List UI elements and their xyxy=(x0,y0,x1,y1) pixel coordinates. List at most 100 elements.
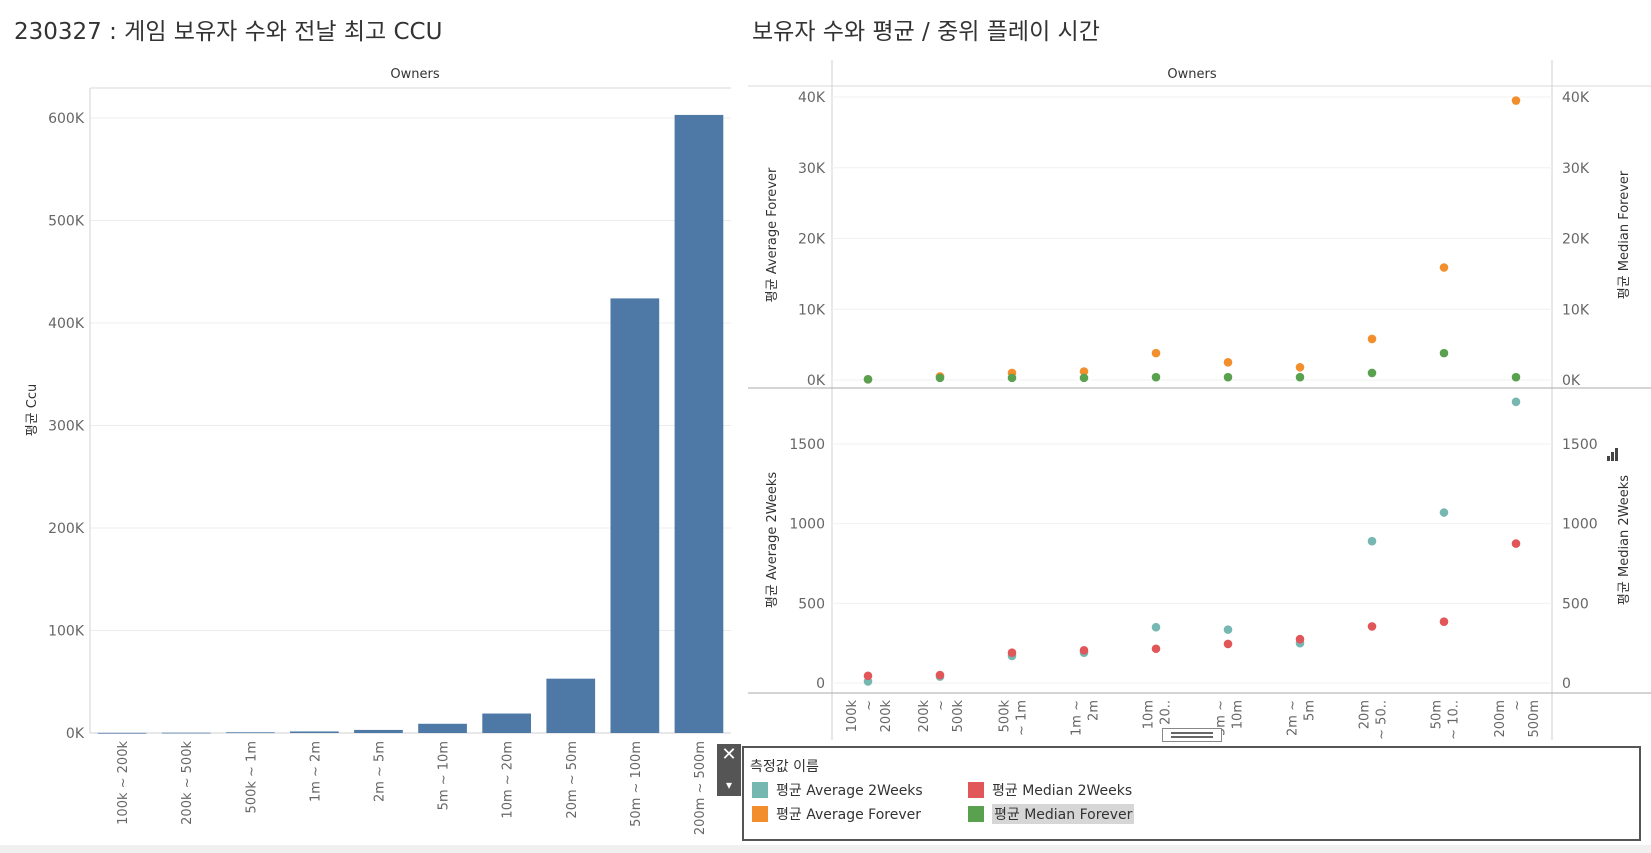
status-bar xyxy=(0,845,1651,853)
legend-panel: 측정값 이름 평균 Average 2Weeks 평균 Median 2Week… xyxy=(742,746,1641,841)
data-point xyxy=(1079,373,1089,383)
legend-swatch xyxy=(968,782,984,798)
x-tick-label: ~ xyxy=(1510,700,1525,711)
legend-swatch xyxy=(752,782,768,798)
legend-item-median-forever[interactable]: 평균 Median Forever xyxy=(968,804,1135,824)
data-point xyxy=(1223,639,1233,649)
y-tick-label: 500K xyxy=(48,214,85,230)
x-tick-label: 20.. xyxy=(1159,700,1174,725)
x-tick-label: 100k ~ 200k xyxy=(116,741,131,825)
x-tick-label: 200k xyxy=(917,700,932,733)
data-point xyxy=(1439,617,1449,626)
x-tick-label: ~ 10.. xyxy=(1447,700,1462,740)
left-chart-title: 230327 : 게임 보유자 수와 전날 최고 CCU xyxy=(14,19,443,45)
bottom-right-tick-label: 500 xyxy=(1562,596,1589,612)
legend-label: 평균 Median 2Weeks xyxy=(992,783,1133,799)
x-tick-label: ~ xyxy=(862,700,877,711)
top-left-tick-label: 30K xyxy=(798,161,826,177)
legend-swatch xyxy=(968,806,984,822)
bottom-left-tick-label: 0 xyxy=(816,676,825,692)
data-point xyxy=(1295,372,1305,382)
data-point xyxy=(1223,358,1233,367)
bar xyxy=(289,731,339,733)
data-point xyxy=(1007,373,1017,383)
top-right-axis-label: 평균 Median Forever xyxy=(1617,170,1632,299)
data-point xyxy=(863,671,873,681)
bar xyxy=(482,713,532,733)
x-tick-label: ~ 1m xyxy=(1015,700,1030,736)
data-point xyxy=(1367,622,1377,631)
x-tick-label: ~ 50.. xyxy=(1375,700,1390,740)
data-point xyxy=(1367,536,1377,546)
y-tick-label: 300K xyxy=(48,419,85,435)
x-tick-label: 1m ~ xyxy=(1070,700,1085,736)
x-tick-label: 500k ~ 1m xyxy=(244,741,259,813)
right-owners-header: Owners xyxy=(1167,67,1216,82)
data-point xyxy=(1151,372,1161,382)
y-tick-label: 0K xyxy=(66,726,85,742)
legend-swatch xyxy=(752,806,768,822)
data-point xyxy=(1007,648,1017,658)
bottom-left-tick-label: 1500 xyxy=(789,437,825,453)
top-right-tick-label: 20K xyxy=(1562,232,1590,248)
x-tick-label: 50m ~ 100m xyxy=(629,741,644,827)
x-tick-label: 200k ~ 500k xyxy=(180,741,195,825)
bottom-left-tick-label: 500 xyxy=(798,596,825,612)
top-right-tick-label: 10K xyxy=(1562,302,1590,318)
data-point xyxy=(1151,622,1161,632)
x-tick-label: 5m ~ xyxy=(1214,700,1229,736)
bar-chart-icon[interactable] xyxy=(1606,446,1620,461)
x-tick-label: 200k xyxy=(879,700,894,733)
legend-item-average-2weeks[interactable]: 평균 Average 2Weeks xyxy=(752,780,923,800)
x-tick-label: 500k xyxy=(998,700,1013,733)
bottom-left-axis-label: 평균 Average 2Weeks xyxy=(765,472,780,608)
legend-item-average-forever[interactable]: 평균 Average Forever xyxy=(752,804,921,824)
y-tick-label: 100K xyxy=(48,624,85,640)
y-axis-label: 평균 Ccu xyxy=(25,384,40,437)
bar xyxy=(161,732,211,734)
bar xyxy=(674,114,724,734)
dropdown-arrow-icon[interactable]: ▾ xyxy=(725,778,733,792)
bar xyxy=(546,678,596,733)
right-chart-title: 보유자 수와 평균 / 중위 플레이 시간 xyxy=(752,19,1100,45)
left-owners-header: Owners xyxy=(390,67,439,82)
data-point xyxy=(1367,334,1377,344)
x-tick-label: 5m ~ 10m xyxy=(437,741,452,810)
bottom-left-tick-label: 1000 xyxy=(789,517,825,533)
x-tick-label: 5m xyxy=(1303,700,1318,721)
x-tick-label: 20m ~ 50m xyxy=(565,741,580,819)
top-left-tick-label: 40K xyxy=(798,90,826,106)
top-right-tick-label: 30K xyxy=(1562,161,1590,177)
data-point xyxy=(1295,362,1305,372)
legend-title: 측정값 이름 xyxy=(750,759,819,775)
top-left-tick-label: 10K xyxy=(798,302,826,318)
x-tick-label: 500m xyxy=(1527,700,1542,737)
close-icon[interactable]: ✕ xyxy=(717,744,741,796)
data-point xyxy=(935,373,945,383)
data-point xyxy=(1367,368,1377,378)
data-point xyxy=(1151,348,1161,358)
bar xyxy=(354,729,403,733)
bar xyxy=(225,732,275,734)
data-point xyxy=(935,670,945,680)
resize-handle[interactable] xyxy=(1162,728,1222,742)
top-right-tick-label: 40K xyxy=(1562,90,1590,106)
bar xyxy=(418,723,467,733)
x-tick-label: 200m ~ 500m xyxy=(693,741,708,835)
x-tick-label: 100k xyxy=(845,700,860,733)
data-point xyxy=(1223,625,1233,634)
top-right-tick-label: 0K xyxy=(1562,373,1581,389)
y-tick-label: 400K xyxy=(48,316,85,332)
data-point xyxy=(1511,372,1521,382)
data-point xyxy=(1511,96,1521,105)
x-tick-label: ~ xyxy=(934,700,949,711)
bottom-right-tick-label: 0 xyxy=(1562,676,1571,692)
data-point xyxy=(1295,634,1305,644)
data-point xyxy=(1079,367,1089,376)
data-point xyxy=(1439,508,1449,517)
x-tick-label: 20m xyxy=(1358,700,1373,729)
legend-item-median-2weeks[interactable]: 평균 Median 2Weeks xyxy=(968,780,1132,800)
bottom-right-tick-label: 1000 xyxy=(1562,517,1598,533)
x-tick-label: 2m xyxy=(1087,700,1102,721)
